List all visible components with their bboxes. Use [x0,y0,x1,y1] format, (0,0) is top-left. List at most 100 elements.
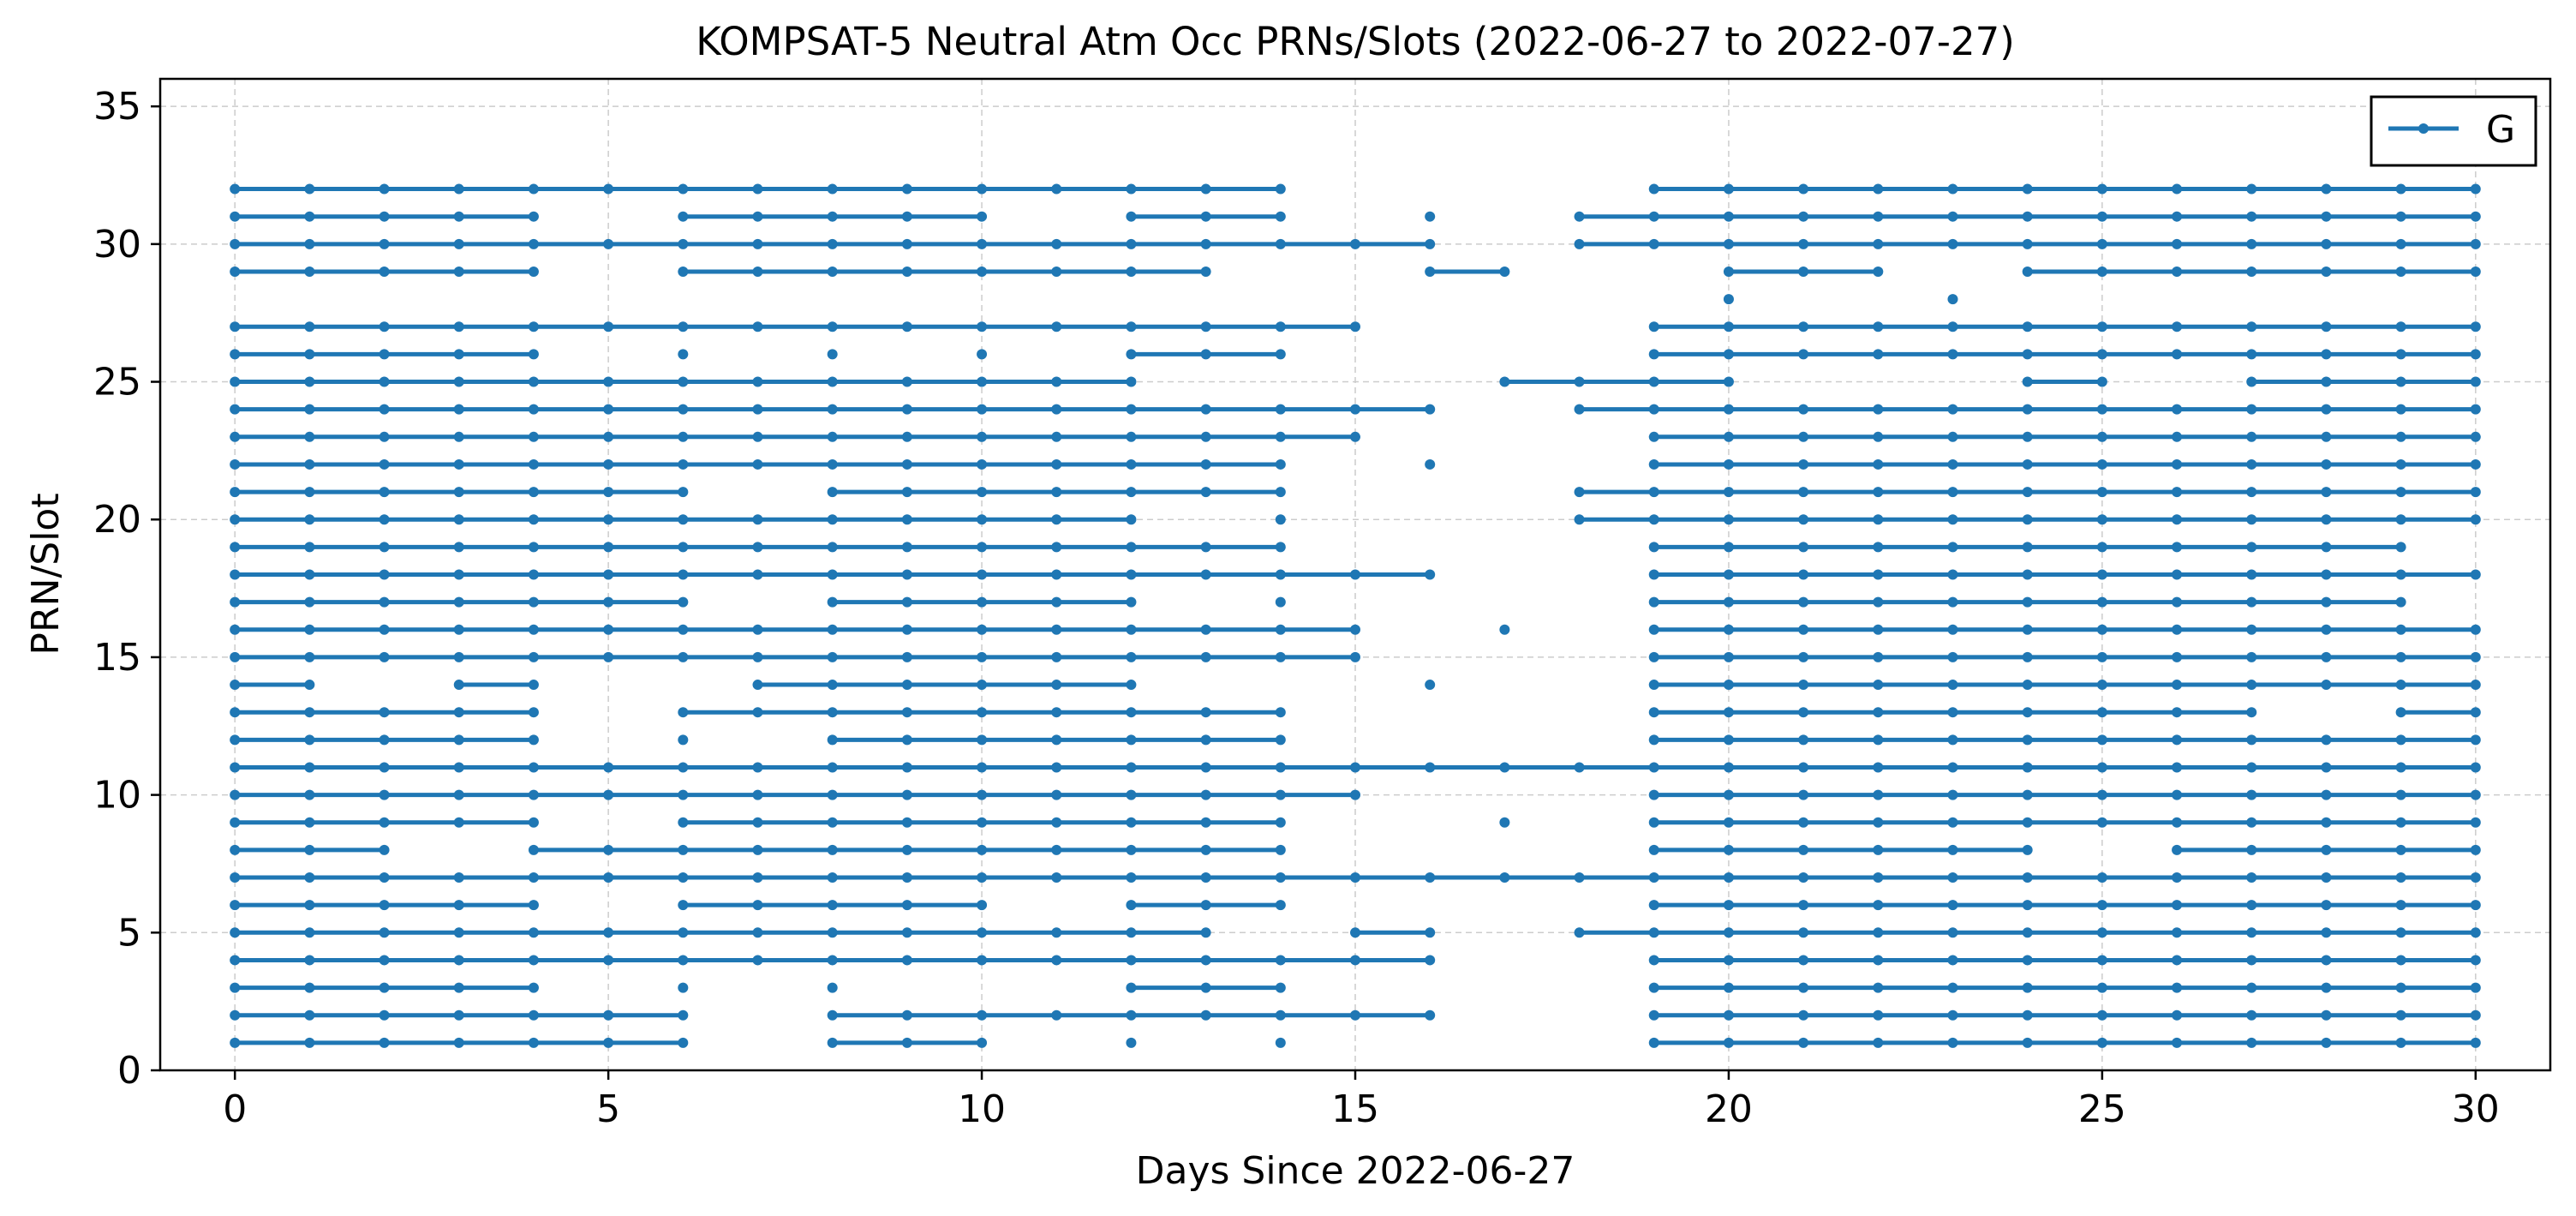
data-point-prn-9 [2022,817,2033,828]
data-point-prn-17 [678,596,689,608]
data-point-prn-18 [603,569,614,580]
data-point-prn-24 [2395,404,2406,415]
data-point-prn-20 [1574,514,1585,525]
data-point-prn-26 [2096,349,2107,360]
data-point-prn-12 [901,734,912,746]
data-point-prn-11 [901,762,912,773]
data-point-prn-7 [1126,872,1137,884]
y-tick-label: 5 [117,911,141,955]
data-point-prn-31 [1574,211,1585,222]
data-point-prn-21 [603,487,614,498]
data-point-prn-10 [1126,789,1137,800]
data-point-prn-13 [1200,707,1211,718]
data-point-prn-27 [528,321,539,332]
data-point-prn-23 [1350,431,1360,442]
data-point-prn-4 [678,955,689,966]
data-point-prn-32 [453,183,464,195]
data-point-prn-31 [1648,211,1659,222]
data-point-prn-9 [827,817,838,828]
data-point-prn-11 [2321,762,2332,773]
data-point-prn-20 [2172,514,2183,525]
data-point-prn-16 [453,624,464,635]
data-point-prn-3 [2470,982,2481,993]
data-point-prn-21 [1200,487,1211,498]
data-point-prn-19 [678,542,689,553]
data-point-prn-22 [2246,458,2257,470]
data-point-prn-20 [1723,514,1734,525]
data-point-prn-3 [2246,982,2257,993]
data-point-prn-14 [752,680,763,691]
data-point-prn-32 [2022,183,2033,195]
data-point-prn-20 [1648,514,1659,525]
data-point-prn-8 [1126,844,1137,855]
data-point-prn-22 [379,458,390,470]
data-point-prn-24 [901,404,912,415]
data-point-prn-1 [1947,1037,1958,1048]
data-point-prn-20 [752,514,763,525]
data-point-prn-22 [1200,458,1211,470]
data-point-prn-32 [2321,183,2332,195]
data-point-prn-4 [2246,955,2257,966]
data-point-prn-19 [2246,542,2257,553]
data-point-prn-5 [752,927,763,938]
data-point-prn-26 [1947,349,1958,360]
data-point-prn-31 [2246,211,2257,222]
data-point-prn-9 [1126,817,1137,828]
data-point-prn-19 [2022,542,2033,553]
data-point-prn-4 [1275,955,1286,966]
data-point-prn-16 [304,624,315,635]
data-point-prn-32 [1723,183,1734,195]
data-point-prn-21 [901,487,912,498]
data-point-prn-2 [453,1009,464,1021]
data-point-prn-19 [2395,542,2406,553]
data-point-prn-14 [304,680,315,691]
data-point-prn-11 [1051,762,1062,773]
data-point-prn-8 [752,844,763,855]
data-point-prn-20 [1947,514,1958,525]
data-point-prn-13 [2022,707,2033,718]
data-point-prn-30 [1126,238,1137,249]
data-point-prn-26 [2246,349,2257,360]
data-point-prn-24 [2246,404,2257,415]
data-point-prn-31 [678,211,689,222]
data-point-prn-20 [379,514,390,525]
data-point-prn-8 [1873,844,1884,855]
data-point-prn-23 [453,431,464,442]
data-point-prn-31 [2096,211,2107,222]
data-point-prn-3 [1275,982,1286,993]
data-point-prn-32 [2172,183,2183,195]
data-point-prn-7 [453,872,464,884]
data-point-prn-26 [230,349,241,360]
data-point-prn-8 [901,844,912,855]
data-point-prn-24 [230,404,241,415]
data-point-prn-22 [1798,458,1809,470]
data-point-prn-22 [528,458,539,470]
data-point-prn-24 [1425,404,1436,415]
data-point-prn-13 [752,707,763,718]
data-point-prn-23 [2395,431,2406,442]
data-point-prn-31 [230,211,241,222]
data-point-prn-9 [1648,817,1659,828]
data-point-prn-25 [977,376,988,387]
data-point-prn-8 [304,844,315,855]
data-point-prn-26 [827,349,838,360]
data-point-prn-16 [1275,624,1286,635]
data-point-prn-13 [678,707,689,718]
data-point-prn-6 [678,900,689,911]
data-point-prn-23 [678,431,689,442]
data-point-prn-7 [827,872,838,884]
data-point-prn-22 [2022,458,2033,470]
data-point-prn-19 [2096,542,2107,553]
data-point-prn-21 [2246,487,2257,498]
data-point-prn-1 [1126,1037,1137,1048]
data-point-prn-29 [678,266,689,277]
data-point-prn-31 [2172,211,2183,222]
data-point-prn-7 [1499,872,1510,884]
data-point-prn-16 [1499,624,1510,635]
data-point-prn-27 [2470,321,2481,332]
data-point-prn-7 [1648,872,1659,884]
data-point-prn-15 [901,651,912,662]
data-point-prn-10 [1051,789,1062,800]
data-point-prn-27 [1275,321,1286,332]
data-point-prn-12 [1873,734,1884,746]
